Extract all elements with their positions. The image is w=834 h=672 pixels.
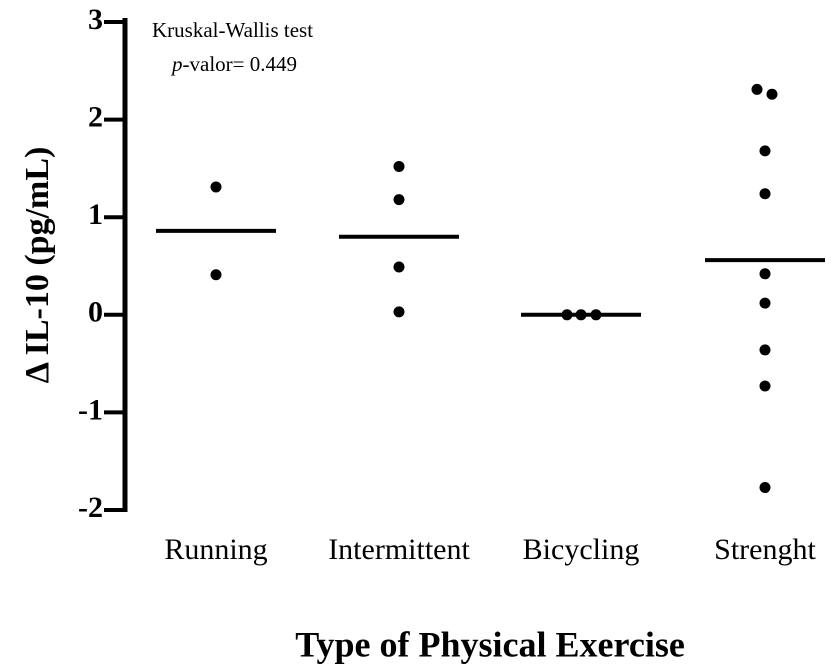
annotation-italic: p <box>170 52 183 76</box>
annotation: Kruskal-Wallis test <box>152 18 313 42</box>
data-point <box>210 269 222 281</box>
data-point <box>759 344 771 356</box>
data-point <box>759 297 771 309</box>
x-axis-title: Type of Physical Exercise <box>295 624 685 664</box>
y-axis-title: Δ IL-10 (pg/mL) <box>19 147 56 384</box>
data-point <box>393 160 405 172</box>
x-tick-label: Running <box>164 533 267 566</box>
y-tick-label: -2 <box>78 491 103 524</box>
x-tick-label: Intermittent <box>328 533 470 566</box>
y-tick-label: 0 <box>88 296 103 329</box>
annotation: p-valor= 0.449 <box>170 52 297 76</box>
data-point <box>210 181 222 193</box>
data-point <box>751 83 763 95</box>
y-tick-label: 3 <box>88 3 103 36</box>
data-point <box>759 482 771 494</box>
data-point <box>759 380 771 392</box>
data-point <box>393 261 405 273</box>
y-tick-label: 2 <box>88 100 103 133</box>
data-point <box>759 188 771 200</box>
x-tick-label: Strenght <box>714 533 816 566</box>
data-point <box>766 88 778 100</box>
data-point <box>393 306 405 318</box>
data-point <box>759 145 771 157</box>
annotation-text: -valor= 0.449 <box>183 52 298 76</box>
data-point <box>759 268 771 280</box>
x-tick-label: Bicycling <box>523 533 640 566</box>
y-tick-label: -1 <box>78 393 103 426</box>
y-tick-label: 1 <box>88 198 103 231</box>
data-point <box>393 194 405 206</box>
